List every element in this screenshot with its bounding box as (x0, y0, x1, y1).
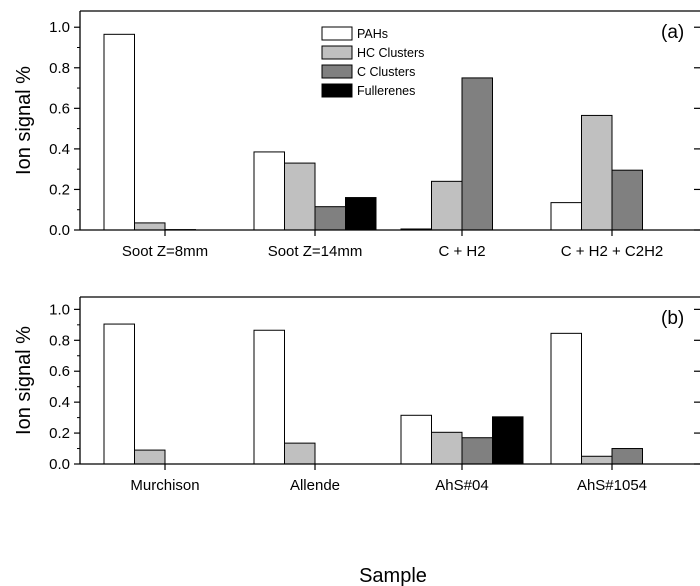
y-tick-label: 0.4 (49, 394, 70, 411)
y-tick-label: 0.8 (49, 332, 70, 349)
y-tick-label: 0.0 (49, 456, 70, 473)
y-axis-title: Ion signal % (13, 326, 35, 435)
legend-label: Fullerenes (357, 84, 415, 98)
legend-swatch (321, 64, 353, 79)
bar-c-clusters-1 (314, 206, 346, 231)
bar-pahs-0 (103, 323, 135, 465)
legend-swatch (321, 83, 353, 98)
legend-label: HC Clusters (357, 46, 424, 60)
bar-hc-clusters-0 (134, 449, 166, 465)
bar-pahs-0 (103, 33, 135, 231)
x-category-label: Soot Z=14mm (268, 243, 363, 260)
x-category-label: Allende (290, 477, 340, 494)
legend-label: C Clusters (357, 65, 415, 79)
bar-c-clusters-2 (461, 437, 493, 465)
y-tick-label: 0.6 (49, 100, 70, 117)
y-tick-label: 0.6 (49, 363, 70, 380)
x-category-label: AhS#04 (435, 477, 488, 494)
bar-hc-clusters-3 (581, 455, 613, 465)
bar-hc-clusters-2 (431, 180, 463, 231)
x-category-label: C + H2 + C2H2 (561, 243, 664, 260)
bar-hc-clusters-2 (431, 431, 463, 465)
bar-pahs-3 (550, 202, 582, 231)
bar-hc-clusters-1 (284, 442, 316, 465)
panel-b: 0.0 0.2 0.4 0.6 0.8 1.0 Murchison Allende AhS#04… (13, 296, 700, 586)
bar-fullerenes-1 (345, 197, 377, 231)
bar-c-clusters-3 (611, 448, 643, 465)
x-category-label: Murchison (130, 477, 199, 494)
bar-pahs-2 (400, 414, 432, 465)
x-category-label: AhS#1054 (577, 477, 647, 494)
x-category-label: Soot Z=8mm (122, 243, 208, 260)
bar-pahs-1 (253, 329, 285, 465)
bar-c-clusters-3 (611, 169, 643, 231)
legend-swatch (321, 26, 353, 41)
y-tick-label: 0.0 (49, 222, 70, 239)
bar-hc-clusters-1 (284, 162, 316, 231)
bar-fullerenes-2 (492, 416, 524, 465)
y-tick-label: 0.2 (49, 181, 70, 198)
y-tick-label: 0.8 (49, 60, 70, 77)
bar-pahs-1 (253, 151, 285, 231)
y-tick-label: 1.0 (49, 301, 70, 318)
panel-a: 0.0 0.2 0.4 0.6 0.8 1.0 Soot Z=8mm Soot Z=14mm C… (13, 10, 700, 260)
panel-label: (a) (661, 22, 684, 43)
y-axis-title: Ion signal % (13, 66, 35, 175)
bar-hc-clusters-0 (134, 222, 166, 231)
legend: PAHs HC Clusters C Clusters Fullerenes (321, 26, 424, 98)
x-axis-title: Sample (359, 565, 427, 586)
bar-c-clusters-2 (461, 77, 493, 231)
x-category-label: C + H2 (438, 243, 485, 260)
bar-hc-clusters-3 (581, 114, 613, 231)
bar-pahs-3 (550, 332, 582, 465)
y-tick-label: 0.2 (49, 425, 70, 442)
legend-swatch (321, 45, 353, 60)
y-tick-label: 1.0 (49, 19, 70, 36)
y-tick-label: 0.4 (49, 141, 70, 158)
panel-label: (b) (661, 308, 684, 329)
legend-label: PAHs (357, 27, 388, 41)
